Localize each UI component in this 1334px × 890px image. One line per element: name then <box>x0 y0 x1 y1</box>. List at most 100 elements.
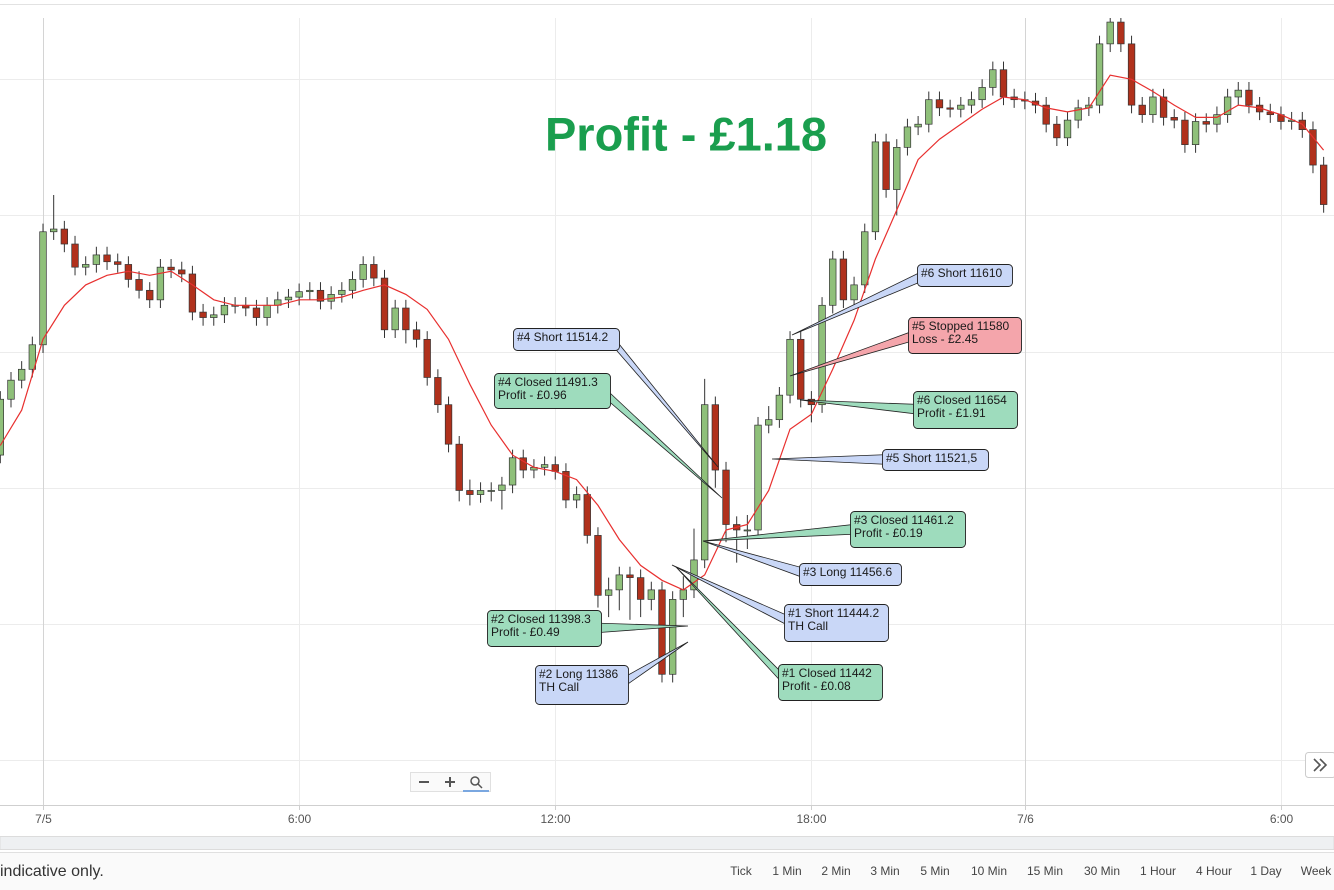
candle-body <box>455 443 463 491</box>
chevron-icon <box>1313 758 1322 772</box>
x-tick-label: 18:00 <box>796 812 826 826</box>
candle-body <box>1074 107 1082 121</box>
candle-body <box>999 69 1008 98</box>
timeframe-buttons: Tick 1 Min 2 Min 3 Min 5 Min 10 Min 15 Min 30 M… <box>730 864 1332 878</box>
candle-body <box>743 529 752 532</box>
candle-body <box>957 104 965 110</box>
zoom-reset-icon[interactable] <box>470 776 480 786</box>
candle-body <box>1159 96 1168 118</box>
timeframe-button[interactable]: 4 Hour <box>1196 864 1232 878</box>
candle-body <box>50 228 58 233</box>
candle-body <box>0 398 4 456</box>
timeframe-button[interactable]: 30 Min <box>1084 864 1120 878</box>
scroll-right-button[interactable] <box>1305 752 1334 778</box>
candle-body <box>1202 121 1210 125</box>
candle-body <box>775 394 784 421</box>
candle-body <box>572 494 581 501</box>
candle-body <box>466 490 474 495</box>
callout-box <box>799 563 902 586</box>
callout-box <box>513 328 620 351</box>
candle-body <box>914 123 922 128</box>
candle-body <box>316 289 325 302</box>
candle-body <box>188 273 197 313</box>
timeframe-button[interactable]: 1 Day <box>1250 864 1281 878</box>
candle-body <box>636 577 645 600</box>
callout-text: Loss - £2.45 <box>912 332 978 346</box>
candle-body <box>167 266 175 271</box>
candle-body <box>338 289 346 295</box>
candle-body <box>39 231 47 346</box>
candle-body <box>1223 96 1232 116</box>
callout-text: #2 Closed 11398.3 <box>491 612 591 626</box>
candle-body <box>754 424 762 531</box>
candle-body <box>263 304 271 318</box>
timeframe-button[interactable]: 1 Min <box>772 864 801 878</box>
candle-body <box>562 471 570 501</box>
callout-text: Profit - £0.08 <box>782 679 851 693</box>
candle-body <box>1319 164 1328 205</box>
candle-body <box>786 338 794 396</box>
candle-body <box>871 141 880 233</box>
timeframe-button[interactable]: Tick <box>730 864 753 878</box>
candle-body <box>476 490 485 495</box>
callout-text: #3 Long 11456.6 <box>803 565 893 579</box>
candle-body <box>711 404 720 471</box>
zoom-controls[interactable] <box>410 772 491 792</box>
candle-body <box>370 264 378 279</box>
candle-body <box>402 307 410 331</box>
candle-body <box>412 329 421 340</box>
callout: #4 Short 11514.2 <box>513 328 719 468</box>
candle-body <box>829 258 837 306</box>
x-tick-label: 6:00 <box>1270 812 1294 826</box>
timeframe-button[interactable]: 2 Min <box>821 864 850 878</box>
candle-body <box>668 599 677 675</box>
candle-body <box>1138 104 1146 116</box>
candle-body <box>423 338 431 378</box>
candle-body <box>487 490 495 492</box>
candle-body <box>540 464 549 468</box>
callout-text: Profit - £0.49 <box>491 625 560 639</box>
callout-text: TH Call <box>539 680 579 694</box>
chevron-icon <box>1319 758 1328 772</box>
candle-body <box>903 126 912 148</box>
candle-body <box>604 589 613 596</box>
candle-body <box>391 307 399 331</box>
candle-body <box>508 457 517 486</box>
candle-body <box>210 314 218 318</box>
timeframe-button[interactable]: 3 Min <box>870 864 899 878</box>
candle-body <box>306 289 314 293</box>
candle-body <box>1234 89 1242 98</box>
candle-body <box>1245 89 1253 106</box>
candle-body <box>978 87 986 101</box>
footer-note: indicative only. <box>0 863 104 880</box>
candle-body <box>28 344 36 370</box>
candle-body <box>722 469 730 525</box>
candle-body <box>658 589 666 675</box>
candle-body <box>92 254 101 265</box>
timeframe-button[interactable]: 15 Min <box>1027 864 1063 878</box>
callout-box <box>882 449 989 471</box>
candle-body <box>199 311 207 318</box>
candle-body <box>156 266 165 301</box>
timeframe-button[interactable]: Week <box>1301 864 1332 878</box>
callout-text: Profit - £0.96 <box>498 388 567 402</box>
timeframe-button[interactable]: 1 Hour <box>1140 864 1176 878</box>
candle-body <box>1117 21 1125 45</box>
candle-body <box>444 404 453 445</box>
candle-body <box>434 377 442 406</box>
callout-text: #4 Closed 11491.3 <box>498 375 598 389</box>
plot-area <box>0 18 1328 683</box>
candle-body <box>284 296 293 301</box>
timeframe-button[interactable]: 5 Min <box>920 864 949 878</box>
timeframe-button[interactable]: 10 Min <box>971 864 1007 878</box>
callout-text: #5 Short 11521,5 <box>886 451 978 465</box>
callout-box <box>778 664 883 701</box>
x-tick-label: 12:00 <box>540 812 570 826</box>
candle-body <box>1042 104 1050 125</box>
candle-body <box>380 277 389 331</box>
candle-body <box>103 254 111 263</box>
